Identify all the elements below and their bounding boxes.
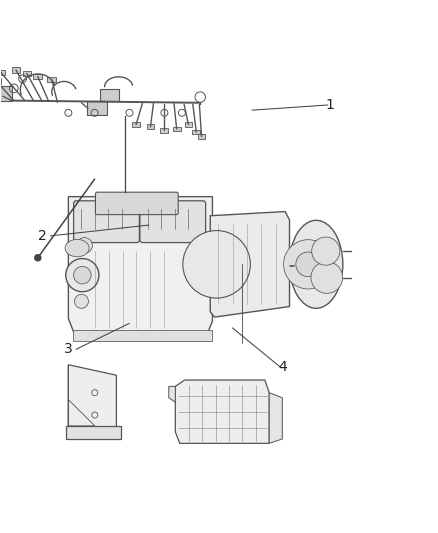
Circle shape	[311, 262, 343, 293]
Circle shape	[77, 238, 92, 253]
Bar	[12, 67, 20, 72]
Polygon shape	[169, 386, 175, 402]
Circle shape	[296, 252, 321, 277]
Text: 1: 1	[326, 98, 335, 112]
FancyBboxPatch shape	[95, 192, 178, 215]
Circle shape	[66, 259, 99, 292]
Bar	[33, 74, 42, 79]
Bar	[147, 124, 154, 129]
Bar	[47, 77, 56, 82]
Polygon shape	[175, 380, 269, 443]
FancyBboxPatch shape	[100, 89, 119, 101]
Text: 2: 2	[38, 229, 46, 243]
Bar	[192, 130, 200, 134]
Bar	[132, 122, 140, 127]
Bar	[184, 122, 192, 127]
Circle shape	[74, 266, 91, 284]
Text: 4: 4	[278, 360, 287, 374]
Bar	[22, 71, 31, 76]
Polygon shape	[66, 426, 121, 439]
Circle shape	[312, 237, 340, 265]
Ellipse shape	[290, 220, 343, 308]
Polygon shape	[269, 393, 283, 443]
Bar	[0, 70, 5, 75]
Text: 3: 3	[64, 343, 73, 357]
Polygon shape	[68, 365, 117, 434]
FancyBboxPatch shape	[74, 201, 139, 243]
FancyBboxPatch shape	[0, 86, 12, 101]
Polygon shape	[210, 212, 290, 317]
Ellipse shape	[65, 239, 89, 257]
Bar	[73, 330, 212, 341]
Bar	[173, 127, 180, 131]
Circle shape	[35, 255, 41, 261]
FancyBboxPatch shape	[140, 201, 205, 243]
Circle shape	[183, 231, 251, 298]
Bar	[0, 78, 1, 84]
Bar	[198, 134, 205, 139]
Circle shape	[283, 240, 333, 289]
Circle shape	[74, 294, 88, 308]
Polygon shape	[68, 197, 212, 332]
Bar	[160, 128, 168, 133]
FancyBboxPatch shape	[87, 101, 107, 116]
